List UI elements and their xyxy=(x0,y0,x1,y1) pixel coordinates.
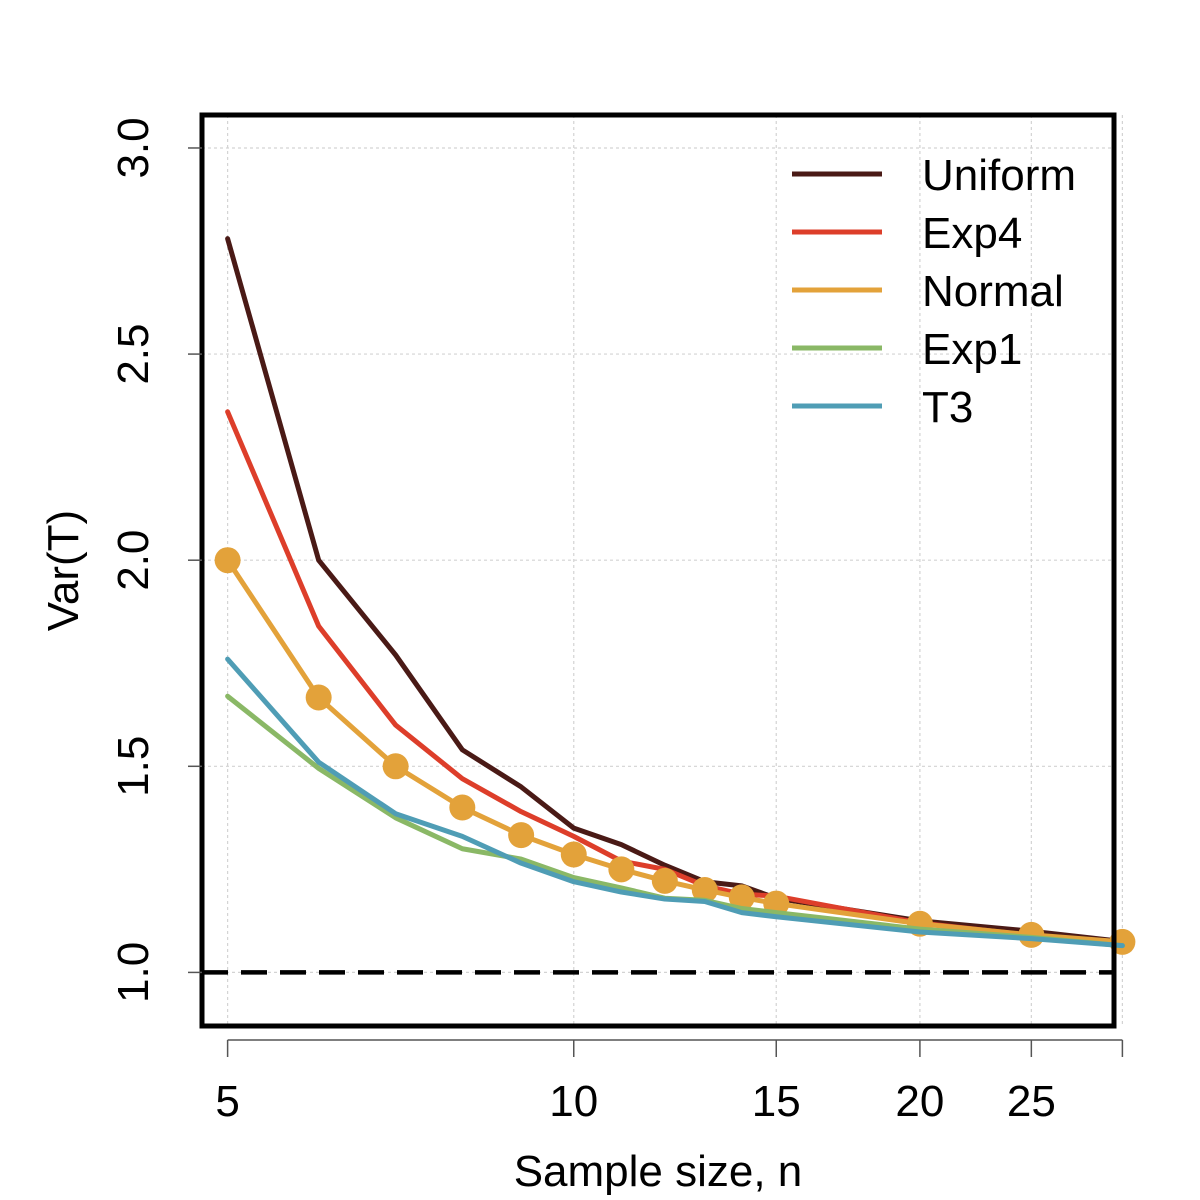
y-tick-label-4: 3.0 xyxy=(109,117,158,178)
series-normal xyxy=(214,547,1136,955)
data-point-normal-2 xyxy=(382,753,409,780)
data-point-normal-0 xyxy=(214,547,241,574)
grid xyxy=(202,115,1123,1026)
y-tick-label-2: 2.0 xyxy=(109,530,158,591)
y-tick-label-0: 1.0 xyxy=(109,942,158,1003)
legend-label-uniform: Uniform xyxy=(922,151,1076,200)
series-line-normal xyxy=(225,557,1125,945)
series-layer xyxy=(214,236,1136,955)
x-tick-label-3: 20 xyxy=(895,1077,944,1126)
data-point-normal-6 xyxy=(608,856,635,883)
data-point-normal-9 xyxy=(728,884,755,911)
x-tick-label-4: 25 xyxy=(1007,1077,1056,1126)
data-point-normal-7 xyxy=(651,867,678,894)
legend-label-t3: T3 xyxy=(922,383,973,432)
legend-item-uniform: Uniform xyxy=(792,151,1076,200)
legend-item-exp1: Exp1 xyxy=(792,325,1022,374)
x-tick-label-2: 15 xyxy=(752,1077,801,1126)
y-axis: 1.0 1.5 2.0 2.5 3.0 xyxy=(109,117,202,1003)
legend-label-exp4: Exp4 xyxy=(922,209,1022,258)
data-point-normal-8 xyxy=(691,876,718,903)
x-tick-label-0: 5 xyxy=(215,1077,239,1126)
legend-item-t3: T3 xyxy=(792,383,973,432)
data-point-normal-3 xyxy=(449,794,476,821)
data-point-normal-4 xyxy=(508,822,535,849)
legend-item-normal: Normal xyxy=(792,267,1064,316)
plot-frame xyxy=(199,112,1117,1029)
x-axis-title: Sample size, n xyxy=(514,1147,803,1196)
x-tick-label-1: 10 xyxy=(549,1077,598,1126)
y-tick-label-1: 1.5 xyxy=(109,736,158,797)
y-tick-label-3: 2.5 xyxy=(109,324,158,385)
legend-label-exp1: Exp1 xyxy=(922,325,1022,374)
legend-item-exp4: Exp4 xyxy=(792,209,1022,258)
data-point-normal-5 xyxy=(560,841,587,868)
legend: Uniform Exp4 Normal Exp1 T3 xyxy=(792,151,1076,432)
series-line-t3 xyxy=(225,656,1125,949)
series-t3 xyxy=(225,656,1125,949)
x-axis: 5 10 15 20 25 xyxy=(215,1039,1124,1126)
y-axis-title: Var(T) xyxy=(39,510,88,631)
data-point-normal-1 xyxy=(305,684,332,711)
legend-label-normal: Normal xyxy=(922,267,1064,316)
